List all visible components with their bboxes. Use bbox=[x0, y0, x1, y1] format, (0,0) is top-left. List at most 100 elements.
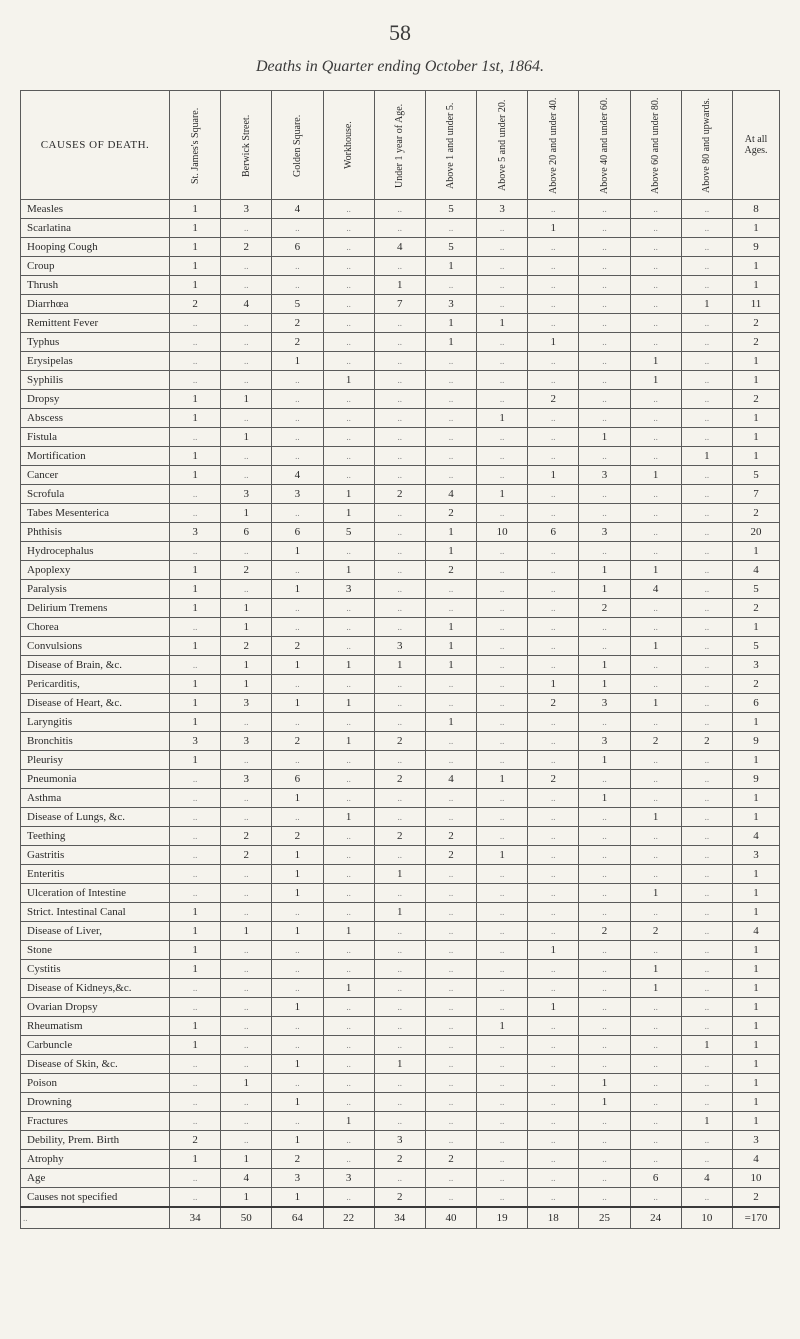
value-cell bbox=[477, 1055, 528, 1074]
value-cell: 1 bbox=[733, 1055, 780, 1074]
value-cell: 1 bbox=[272, 1055, 323, 1074]
value-cell: 2 bbox=[272, 827, 323, 846]
value-cell: 6 bbox=[272, 523, 323, 542]
cause-cell: Teething bbox=[21, 827, 170, 846]
value-cell bbox=[477, 1188, 528, 1208]
total-golden: 64 bbox=[272, 1207, 323, 1229]
value-cell bbox=[681, 694, 732, 713]
value-cell: 1 bbox=[477, 1017, 528, 1036]
value-cell bbox=[579, 1112, 630, 1131]
cause-cell: Strict. Intestinal Canal bbox=[21, 903, 170, 922]
value-cell: 2 bbox=[528, 694, 579, 713]
value-cell bbox=[272, 960, 323, 979]
value-cell: 2 bbox=[681, 732, 732, 751]
value-cell bbox=[170, 808, 221, 827]
value-cell: 1 bbox=[579, 561, 630, 580]
cause-cell: Pleurisy bbox=[21, 751, 170, 770]
value-cell bbox=[425, 808, 476, 827]
value-cell bbox=[323, 1188, 374, 1208]
value-cell bbox=[425, 1017, 476, 1036]
cause-cell: Hooping Cough bbox=[21, 238, 170, 257]
value-cell bbox=[374, 941, 425, 960]
value-cell bbox=[477, 276, 528, 295]
value-cell bbox=[528, 371, 579, 390]
cause-cell: Gastritis bbox=[21, 846, 170, 865]
value-cell bbox=[323, 1150, 374, 1169]
value-cell bbox=[425, 1093, 476, 1112]
cause-cell: Mortification bbox=[21, 447, 170, 466]
value-cell bbox=[323, 276, 374, 295]
value-cell bbox=[528, 1055, 579, 1074]
value-cell bbox=[579, 960, 630, 979]
table-row: Chorea111 bbox=[21, 618, 780, 637]
value-cell bbox=[425, 428, 476, 447]
total-under1: 34 bbox=[374, 1207, 425, 1229]
value-cell bbox=[323, 1074, 374, 1093]
value-cell bbox=[528, 1093, 579, 1112]
value-cell bbox=[477, 1036, 528, 1055]
value-cell bbox=[477, 751, 528, 770]
table-row: Dropsy1122 bbox=[21, 390, 780, 409]
value-cell: 1 bbox=[374, 903, 425, 922]
value-cell: 4 bbox=[425, 770, 476, 789]
value-cell bbox=[272, 1017, 323, 1036]
value-cell bbox=[681, 770, 732, 789]
value-cell bbox=[528, 1036, 579, 1055]
value-cell: 1 bbox=[477, 846, 528, 865]
value-cell bbox=[681, 713, 732, 732]
value-cell: 1 bbox=[630, 466, 681, 485]
value-cell bbox=[579, 295, 630, 314]
value-cell bbox=[425, 409, 476, 428]
cause-cell: Bronchitis bbox=[21, 732, 170, 751]
table-row: Cancer141315 bbox=[21, 466, 780, 485]
value-cell bbox=[630, 713, 681, 732]
value-cell bbox=[579, 1169, 630, 1188]
value-cell bbox=[528, 960, 579, 979]
value-cell bbox=[272, 751, 323, 770]
value-cell bbox=[579, 865, 630, 884]
value-cell bbox=[477, 922, 528, 941]
cause-cell: Debility, Prem. Birth bbox=[21, 1131, 170, 1150]
value-cell: 1 bbox=[425, 333, 476, 352]
value-cell: 2 bbox=[733, 333, 780, 352]
cause-cell: Erysipelas bbox=[21, 352, 170, 371]
value-cell: 4 bbox=[733, 827, 780, 846]
value-cell bbox=[221, 903, 272, 922]
value-cell: 1 bbox=[170, 694, 221, 713]
value-cell bbox=[528, 409, 579, 428]
table-row: Drowning111 bbox=[21, 1093, 780, 1112]
value-cell: 1 bbox=[272, 580, 323, 599]
cause-cell: Phthisis bbox=[21, 523, 170, 542]
value-cell bbox=[425, 1074, 476, 1093]
value-cell: 1 bbox=[221, 675, 272, 694]
col-all-ages: At all Ages. bbox=[733, 91, 780, 200]
value-cell bbox=[170, 618, 221, 637]
value-cell: 1 bbox=[733, 542, 780, 561]
value-cell bbox=[477, 732, 528, 751]
value-cell bbox=[477, 675, 528, 694]
value-cell bbox=[630, 1074, 681, 1093]
value-cell bbox=[630, 998, 681, 1017]
value-cell bbox=[681, 1074, 732, 1093]
value-cell: 1 bbox=[528, 675, 579, 694]
value-cell bbox=[579, 352, 630, 371]
value-cell bbox=[681, 561, 732, 580]
value-cell bbox=[323, 865, 374, 884]
value-cell bbox=[681, 1188, 732, 1208]
value-cell: 1 bbox=[323, 656, 374, 675]
value-cell bbox=[477, 1131, 528, 1150]
cause-cell: Delirium Tremens bbox=[21, 599, 170, 618]
value-cell bbox=[477, 694, 528, 713]
value-cell: 9 bbox=[733, 238, 780, 257]
value-cell: 2 bbox=[374, 1150, 425, 1169]
value-cell bbox=[170, 1093, 221, 1112]
value-cell bbox=[374, 390, 425, 409]
value-cell: 4 bbox=[272, 466, 323, 485]
value-cell bbox=[681, 903, 732, 922]
value-cell bbox=[630, 409, 681, 428]
value-cell bbox=[681, 789, 732, 808]
value-cell bbox=[323, 257, 374, 276]
cause-cell: Scarlatina bbox=[21, 219, 170, 238]
value-cell bbox=[477, 808, 528, 827]
value-cell bbox=[681, 257, 732, 276]
